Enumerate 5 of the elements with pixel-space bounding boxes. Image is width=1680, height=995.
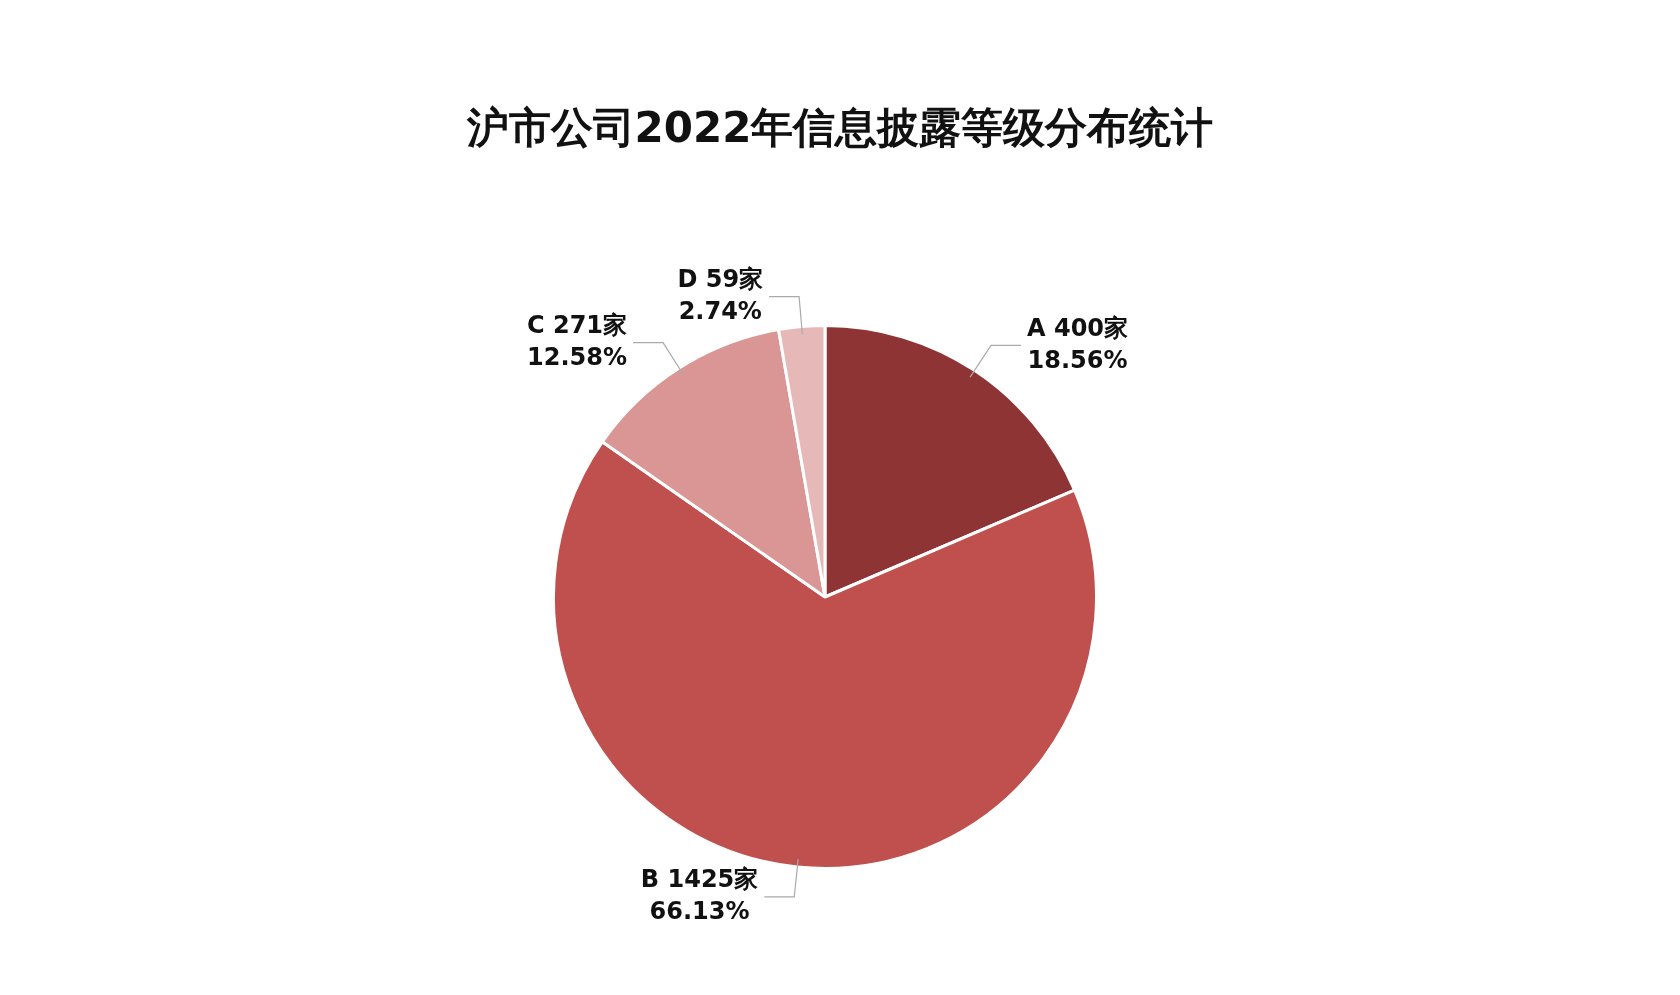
- chart-title: 沪市公司2022年信息披露等级分布统计: [465, 102, 1215, 154]
- slice-label: A 400家 18.56%: [1027, 313, 1129, 374]
- slice-label: D 59家 2.74%: [677, 264, 764, 325]
- slice-label: B 1425家 66.13%: [640, 865, 759, 926]
- slice-label: C 271家 12.58%: [526, 310, 628, 371]
